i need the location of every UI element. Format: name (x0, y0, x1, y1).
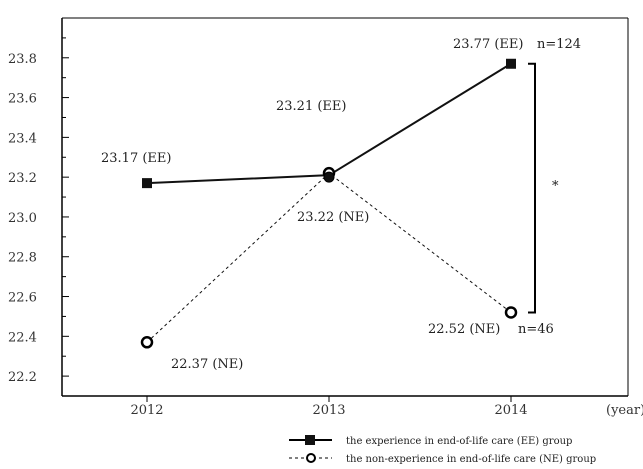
x-ticks: 2012 2013 2014 (130, 396, 528, 418)
y-tick-label: 22.6 (8, 291, 37, 306)
series-line-ee (146, 62, 512, 185)
x-tick-label: 2013 (312, 403, 345, 418)
x-tick-label: 2012 (130, 403, 163, 418)
legend-marker-ee (305, 435, 315, 445)
y-tick-label: 22.2 (8, 370, 37, 385)
y-tick-label: 23.4 (8, 131, 37, 146)
series-layer (140, 58, 518, 349)
significance-star: * (552, 179, 559, 194)
ee-point-marker (142, 178, 152, 189)
y-tick-label: 23.0 (8, 211, 37, 226)
y-tick-label: 22.4 (8, 330, 37, 345)
data-label-ee: 23.17 (EE) (101, 151, 171, 166)
data-label-ee: 23.21 (EE) (276, 99, 346, 114)
data-label-ee: 23.77 (EE) (453, 37, 523, 52)
series-line-ne (146, 172, 512, 343)
y-tick-label: 23.6 (8, 92, 37, 107)
ee-point-marker (323, 171, 335, 183)
data-label-ne: 22.52 (NE) (428, 322, 500, 337)
annotations: n=124 n=46 * (518, 37, 581, 337)
axes (61, 17, 629, 397)
ee-sample-size: n=124 (537, 37, 581, 52)
ne-point-marker (140, 336, 154, 349)
data-label-ne: 22.37 (NE) (171, 357, 243, 372)
y-ticks: 22.2 22.4 22.6 22.8 23.0 23.2 23.4 23.6 23.8 (8, 37, 69, 397)
data-label-ne: 23.22 (NE) (297, 210, 369, 225)
data-labels: 23.17 (EE) 23.21 (EE) 23.77 (EE) 22.37 (NE)… (101, 37, 523, 372)
y-tick-label: 22.8 (8, 251, 37, 266)
x-axis-label: (year) (606, 403, 643, 418)
ne-sample-size: n=46 (518, 322, 554, 337)
significance-bracket (528, 62, 536, 314)
legend-label-ne: the non-experience in end-of-life care (… (346, 454, 596, 465)
legend: the experience in end-of-life care (EE) … (289, 435, 596, 465)
y-tick-label: 23.2 (8, 171, 37, 186)
y-tick-label: 23.8 (8, 52, 37, 67)
x-tick-label: 2014 (494, 403, 527, 418)
ne-point-marker (504, 306, 518, 319)
legend-label-ee: the experience in end-of-life care (EE) … (346, 436, 572, 447)
legend-marker-ne (306, 453, 316, 463)
ee-point-marker (506, 58, 516, 69)
